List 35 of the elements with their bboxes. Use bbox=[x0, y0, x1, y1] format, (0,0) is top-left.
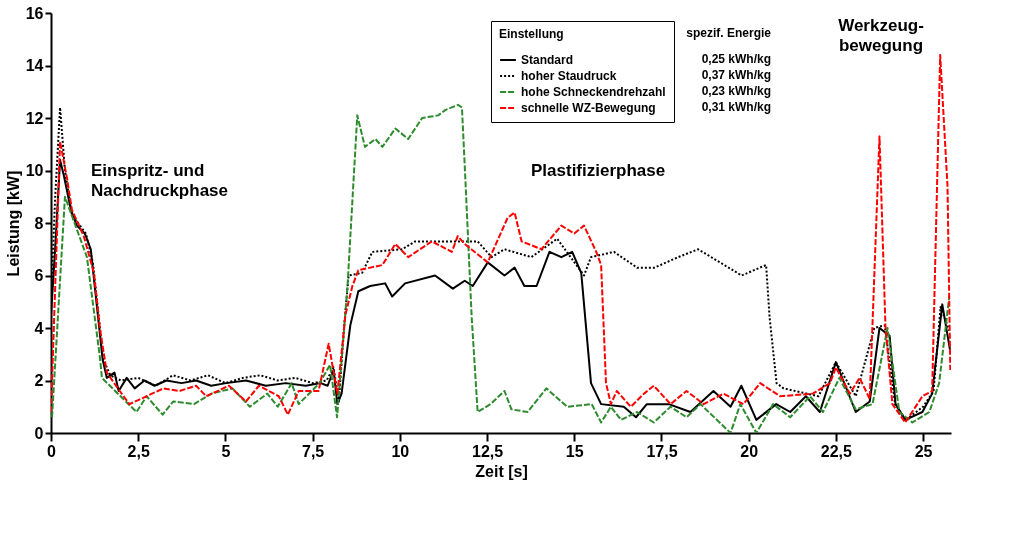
x-tick-label: 17,5 bbox=[646, 442, 678, 460]
x-tick-label: 7,5 bbox=[302, 442, 325, 460]
y-tick-label: 4 bbox=[34, 319, 44, 337]
annotation: 0,23 kWh/kg bbox=[701, 84, 771, 98]
legend-title: Einstellung bbox=[499, 27, 564, 41]
legend-label: schnelle WZ-Bewegung bbox=[521, 101, 656, 115]
y-tick-label: 6 bbox=[34, 267, 44, 284]
y-tick-label: 14 bbox=[25, 57, 44, 74]
y-axis-title: Leistung [kW] bbox=[4, 170, 22, 277]
x-tick-label: 5 bbox=[221, 442, 231, 460]
x-tick-label: 22,5 bbox=[820, 442, 853, 460]
y-tick-label: 0 bbox=[34, 424, 44, 442]
annotation: Plastifizierphase bbox=[531, 161, 666, 180]
y-tick-label: 2 bbox=[34, 372, 44, 389]
y-tick-label: 12 bbox=[25, 109, 44, 127]
y-tick-label: 16 bbox=[25, 4, 44, 22]
annotation: spezif. Energie bbox=[686, 26, 772, 40]
x-tick-label: 20 bbox=[740, 442, 759, 460]
x-axis-title: Zeit [s] bbox=[475, 462, 528, 480]
y-tick-label: 10 bbox=[25, 162, 44, 179]
y-tick-label: 8 bbox=[34, 214, 44, 232]
x-tick-label: 12,5 bbox=[471, 442, 504, 460]
x-tick-label: 15 bbox=[565, 442, 584, 460]
annotation: Werkzeug- bewegung bbox=[838, 16, 924, 55]
annotation: 0,31 kWh/kg bbox=[701, 100, 771, 114]
x-tick-label: 0 bbox=[47, 442, 57, 460]
legend-label: hohe Schneckendrehzahl bbox=[521, 85, 666, 99]
annotation: Einspritz- und Nachdruckphase bbox=[91, 161, 228, 200]
annotation: 0,25 kWh/kg bbox=[701, 52, 771, 66]
annotation: 0,37 kWh/kg bbox=[701, 68, 771, 82]
legend-label: hoher Staudruck bbox=[521, 69, 617, 83]
x-tick-label: 2,5 bbox=[127, 442, 150, 460]
x-tick-label: 25 bbox=[914, 442, 933, 460]
legend-label: Standard bbox=[521, 53, 574, 67]
x-tick-label: 10 bbox=[391, 442, 410, 460]
